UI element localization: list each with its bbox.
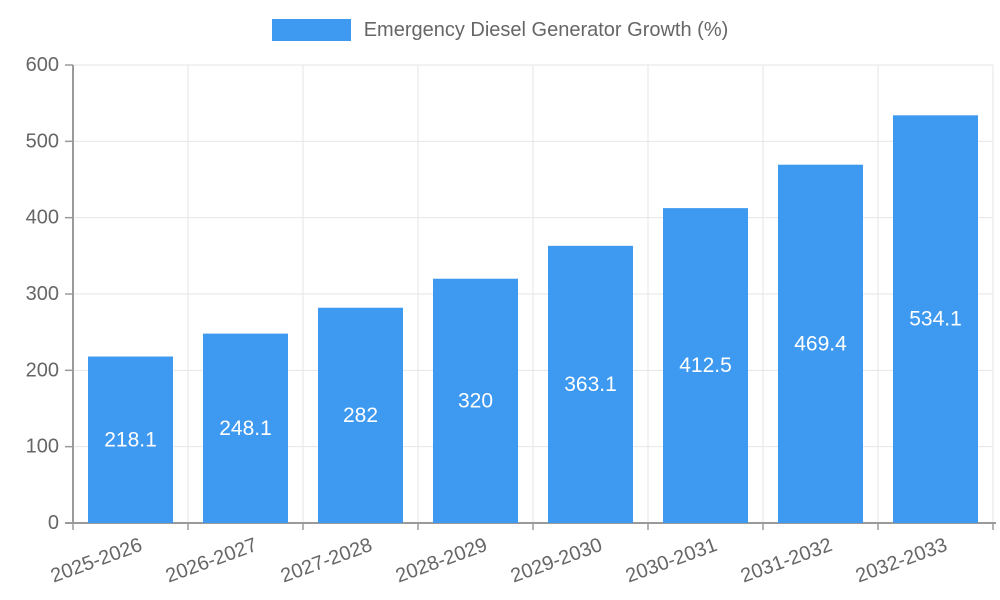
y-tick-label-0: 0 xyxy=(48,512,59,534)
y-tick-label-200: 200 xyxy=(26,359,59,381)
y-tick-label-400: 400 xyxy=(26,207,59,229)
x-tick-label-2025-2026: 2025-2026 xyxy=(48,534,145,587)
bar-value-label-2025-2026: 218.1 xyxy=(104,428,157,451)
bar-value-label-2028-2029: 320 xyxy=(458,389,493,412)
x-tick-label-2030-2031: 2030-2031 xyxy=(623,534,720,587)
bar-2029-2030[interactable] xyxy=(548,245,633,523)
bar-2032-2033[interactable] xyxy=(893,115,978,524)
x-tick-label-2031-2032: 2031-2032 xyxy=(738,534,835,587)
bar-value-label-2031-2032: 469.4 xyxy=(794,332,847,355)
bar-value-label-2026-2027: 248.1 xyxy=(219,417,272,440)
x-tick-label-2028-2029: 2028-2029 xyxy=(393,534,490,587)
y-tick-label-300: 300 xyxy=(26,283,59,305)
y-tick-label-500: 500 xyxy=(26,130,59,152)
bar-2028-2029[interactable] xyxy=(433,278,518,523)
bar-2026-2027[interactable] xyxy=(203,333,288,523)
y-tick-label-600: 600 xyxy=(26,54,59,76)
bar-2031-2032[interactable] xyxy=(778,164,863,523)
legend-swatch xyxy=(271,19,351,41)
legend-label: Emergency Diesel Generator Growth (%) xyxy=(363,19,729,41)
bar-2025-2026[interactable] xyxy=(88,356,173,523)
bar-2027-2028[interactable] xyxy=(318,307,403,523)
x-tick-label-2032-2033: 2032-2033 xyxy=(853,534,950,587)
x-tick-label-2026-2027: 2026-2027 xyxy=(163,534,260,587)
bar-value-label-2030-2031: 412.5 xyxy=(679,354,732,377)
legend[interactable]: Emergency Diesel Generator Growth (%) xyxy=(0,18,1000,42)
y-tick-label-100: 100 xyxy=(26,436,59,458)
x-tick-label-2027-2028: 2027-2028 xyxy=(278,534,375,587)
bar-2030-2031[interactable] xyxy=(663,208,748,523)
x-tick-label-2029-2030: 2029-2030 xyxy=(508,534,605,587)
bar-value-label-2027-2028: 282 xyxy=(343,404,378,427)
bar-value-label-2032-2033: 534.1 xyxy=(909,308,962,331)
bar-value-label-2029-2030: 363.1 xyxy=(564,373,617,396)
